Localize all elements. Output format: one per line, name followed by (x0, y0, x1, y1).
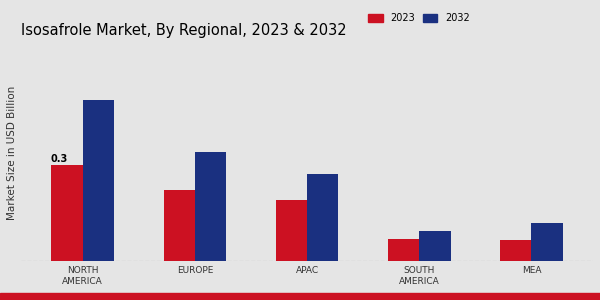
Bar (307, 174, 338, 261)
Text: 0.3: 0.3 (50, 154, 68, 164)
Text: Isosafrole Market, By Regional, 2023 & 2032: Isosafrole Market, By Regional, 2023 & 2… (21, 23, 347, 38)
Bar (52, 165, 83, 261)
Bar (500, 240, 532, 261)
Bar (83, 100, 114, 261)
Bar (419, 231, 451, 261)
Bar (388, 239, 419, 261)
Bar (532, 223, 563, 261)
Bar (164, 190, 195, 261)
Bar (275, 200, 307, 261)
Bar (195, 152, 226, 261)
Y-axis label: Market Size in USD Billion: Market Size in USD Billion (7, 85, 17, 220)
Legend: 2023, 2032: 2023, 2032 (364, 9, 474, 27)
